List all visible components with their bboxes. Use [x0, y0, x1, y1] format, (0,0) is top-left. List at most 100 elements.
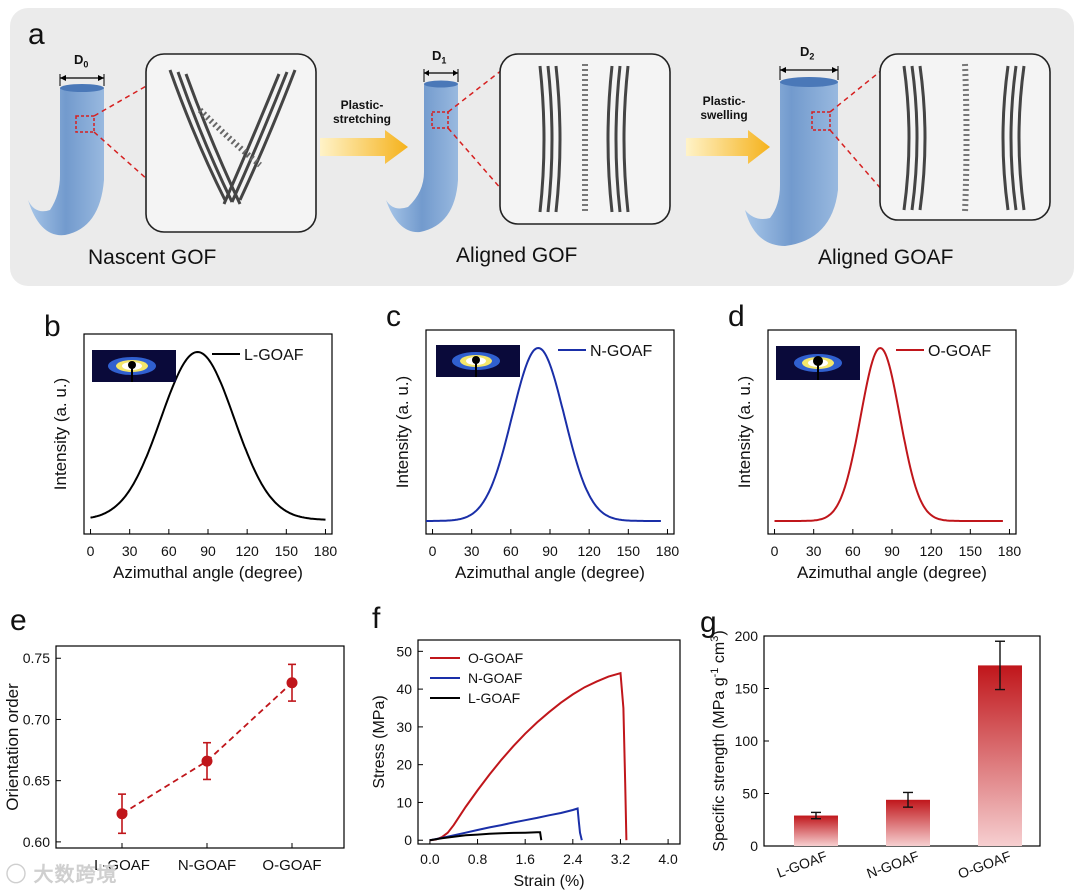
- x-tick-label-f: 3.2: [611, 851, 631, 867]
- legend-label-f: O-GOAF: [468, 650, 523, 666]
- stress-strain-curve-l-goaf: [429, 831, 543, 842]
- y-tick-label-f: 50: [396, 643, 412, 659]
- trend-line-e: [121, 682, 293, 815]
- x-tick-label-c: 90: [542, 543, 558, 559]
- x-tick-label-c: 120: [577, 543, 601, 559]
- y-tick-label-g: 200: [735, 628, 759, 644]
- saxs-pattern-inset-b: [92, 350, 176, 382]
- x-tick-label-g: O-GOAF: [956, 848, 1013, 882]
- x-tick-label-b: 0: [87, 543, 95, 559]
- process-arrow-1: [320, 130, 408, 164]
- legend-label-b: L-GOAF: [244, 347, 304, 364]
- diameter-label-d2: D2: [800, 44, 815, 62]
- bar-l-goaf: [794, 815, 838, 846]
- x-tick-label-d: 60: [845, 543, 861, 559]
- x-tick-label-d: 150: [959, 543, 983, 559]
- y-axis-title-d: Intensity (a. u.): [735, 376, 754, 488]
- x-tick-label-b: 150: [275, 543, 299, 559]
- y-tick-label-f: 20: [396, 757, 412, 773]
- x-axis-title-b: Azimuthal angle (degree): [113, 563, 303, 582]
- legend-label-d: O-GOAF: [928, 343, 991, 360]
- saxs-pattern-inset-c: [436, 345, 520, 377]
- y-tick-label-f: 0: [404, 832, 412, 848]
- y-axis-title-f: Stress (MPa): [371, 695, 388, 788]
- legend-label-f: L-GOAF: [468, 690, 520, 706]
- bar-n-goaf: [886, 799, 930, 846]
- fiber-schematic: [28, 53, 1051, 246]
- panel-label-c: c: [386, 300, 401, 333]
- panel-label-b: b: [44, 310, 61, 343]
- panel-label-d: d: [728, 300, 745, 333]
- plot-frame-e: [55, 645, 345, 849]
- legend-label-c: N-GOAF: [590, 343, 652, 360]
- panel-label-f: f: [372, 602, 381, 635]
- x-tick-label-f: 1.6: [515, 851, 535, 867]
- x-tick-label-b: 30: [122, 543, 138, 559]
- plot-frame-g: [763, 635, 1041, 847]
- stage-title-aligned-goaf: Aligned GOAF: [818, 246, 954, 269]
- y-tick-label-f: 10: [396, 794, 412, 810]
- x-tick-label-b: 90: [200, 543, 216, 559]
- data-point-e: [116, 808, 128, 820]
- panel-label-a: a: [28, 18, 45, 51]
- process-arrow-2: [686, 130, 770, 164]
- y-tick-label-g: 100: [735, 733, 759, 749]
- aligned-fiber: [386, 69, 503, 233]
- x-tick-label-d: 90: [884, 543, 900, 559]
- panel-label-e: e: [10, 604, 27, 637]
- bar-o-goaf: [978, 665, 1022, 846]
- plot-frame-f: [417, 639, 681, 845]
- x-tick-label-c: 60: [503, 543, 519, 559]
- diameter-label-d0: D0: [74, 52, 89, 70]
- x-tick-label-c: 150: [617, 543, 641, 559]
- y-axis-title-g: Specific strength (MPa g-1 cm3): [709, 630, 728, 851]
- y-tick-label-e: 0.65: [23, 773, 50, 789]
- diameter-label-d1: D1: [432, 48, 447, 66]
- x-axis-title-c: Azimuthal angle (degree): [455, 563, 645, 582]
- y-tick-label-f: 30: [396, 719, 412, 735]
- x-tick-label-e: O-GOAF: [262, 857, 321, 874]
- watermark: ◯ 大数跨境: [6, 864, 118, 886]
- stress-strain-curve-n-goaf: [429, 807, 583, 842]
- arrow-label-stretching: Plastic-stretching: [332, 98, 391, 126]
- nascent-structure-inset: [145, 53, 317, 233]
- x-tick-label-d: 0: [771, 543, 779, 559]
- x-tick-label-f: 0.8: [468, 851, 488, 867]
- saxs-pattern-inset-d: [776, 346, 860, 380]
- x-axis-title-f: Strain (%): [513, 873, 584, 890]
- x-tick-label-d: 180: [998, 543, 1022, 559]
- y-tick-label-e: 0.75: [23, 650, 50, 666]
- y-axis-title-c: Intensity (a. u.): [393, 376, 412, 488]
- x-tick-label-c: 0: [429, 543, 437, 559]
- y-tick-label-g: 50: [742, 786, 758, 802]
- x-tick-label-c: 30: [464, 543, 480, 559]
- x-tick-label-b: 60: [161, 543, 177, 559]
- x-tick-label-b: 180: [314, 543, 338, 559]
- y-tick-label-g: 0: [750, 838, 758, 854]
- x-axis-title-d: Azimuthal angle (degree): [797, 563, 987, 582]
- arrow-label-swelling: Plastic-swelling: [700, 94, 748, 122]
- stage-title-aligned-gof: Aligned GOF: [456, 244, 578, 267]
- x-tick-label-f: 0.0: [420, 851, 440, 867]
- y-tick-label-f: 40: [396, 681, 412, 697]
- aligned-gel-fiber: [745, 66, 883, 246]
- legend-label-f: N-GOAF: [468, 670, 522, 686]
- aligned-gel-structure-inset: [879, 53, 1051, 221]
- x-tick-label-f: 2.4: [563, 851, 583, 867]
- y-axis-title-e: Orientation order: [3, 683, 22, 811]
- y-tick-label-g: 150: [735, 681, 759, 697]
- data-point-e: [286, 677, 298, 689]
- x-tick-label-e: N-GOAF: [178, 857, 236, 874]
- stress-strain-curve-o-goaf: [429, 671, 628, 842]
- stage-title-nascent: Nascent GOF: [88, 246, 217, 269]
- aligned-structure-inset: [499, 53, 671, 225]
- x-tick-label-f: 4.0: [658, 851, 678, 867]
- y-tick-label-e: 0.60: [23, 834, 50, 850]
- x-tick-label-d: 120: [919, 543, 943, 559]
- x-tick-label-g: L-GOAF: [775, 848, 829, 881]
- data-point-e: [201, 755, 213, 767]
- x-tick-label-b: 120: [235, 543, 259, 559]
- nascent-fiber: [28, 74, 149, 236]
- x-tick-label-g: N-GOAF: [864, 848, 921, 882]
- y-axis-title-b: Intensity (a. u.): [51, 378, 70, 490]
